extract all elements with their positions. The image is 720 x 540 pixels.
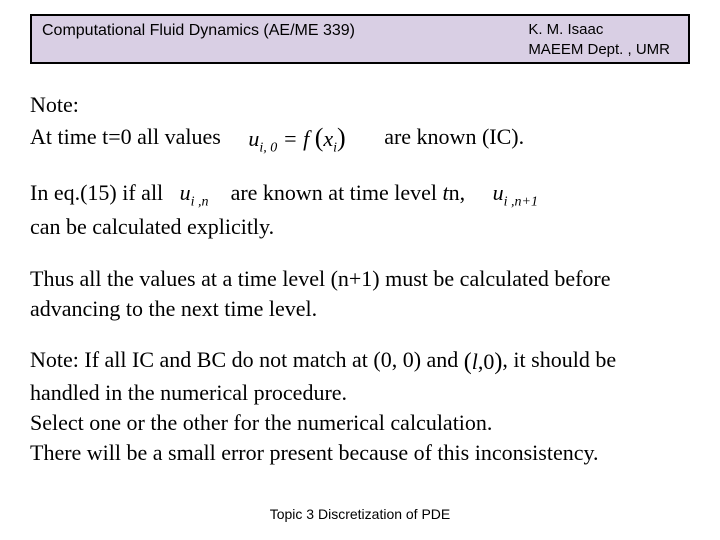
note-label: Note:: [30, 90, 690, 120]
header-course-title: Computational Fluid Dynamics (AE/ME 339): [42, 22, 355, 40]
line-note-ic-bc: Note: If all IC and BC do not match at (…: [30, 345, 690, 408]
line3-n: n,: [449, 180, 466, 205]
line-small-error: There will be a small error present beca…: [30, 438, 690, 468]
formula-uin-sub: i ,n: [191, 194, 209, 209]
line-thus-all-values: Thus all the values at a time level (n+1…: [30, 264, 690, 323]
line2-pre: At time t=0 all values: [30, 124, 221, 149]
formula-ic-u: u: [248, 126, 259, 151]
line-calc-explicitly: can be calculated explicitly.: [30, 212, 690, 242]
formula-uinp1: ui ,n+1: [493, 178, 538, 212]
formula-l0: (l,0): [464, 346, 503, 378]
formula-uinp1-u: u: [493, 180, 504, 205]
slide-content: Note: At time t=0 all values ui, 0 = f (…: [30, 90, 690, 468]
line6-pre: Note: If all IC and BC do not match at (…: [30, 347, 464, 372]
footer-topic: Topic 3 Discretization of PDE: [0, 506, 720, 522]
formula-ic-f: f: [303, 126, 309, 151]
formula-ic: ui, 0 = f (xi): [248, 120, 345, 158]
formula-ic-x: x: [323, 126, 333, 151]
header-author-name: K. M. Isaac: [528, 21, 603, 38]
line-in-eq15: In eq.(15) if all ui ,n are known at tim…: [30, 178, 690, 212]
formula-ic-close: ): [337, 123, 346, 152]
formula-uin: ui ,n: [180, 178, 209, 212]
formula-ic-eq: =: [283, 126, 303, 151]
line-at-time-t0: At time t=0 all values ui, 0 = f (xi) ar…: [30, 120, 690, 158]
line3-pre: In eq.(15) if all: [30, 180, 163, 205]
formula-uinp1-sub: i ,n+1: [504, 194, 538, 209]
formula-l0-open: (: [464, 349, 472, 375]
formula-uin-u: u: [180, 180, 191, 205]
line-select-one: Select one or the other for the numerica…: [30, 408, 690, 438]
formula-l0-zero: 0: [483, 349, 494, 374]
header-box: Computational Fluid Dynamics (AE/ME 339)…: [30, 14, 690, 64]
formula-ic-sub: i, 0: [259, 140, 277, 155]
line3-mid: are known at time level: [231, 180, 443, 205]
line2-post: are known (IC).: [384, 124, 524, 149]
header-author-dept: MAEEM Dept. , UMR: [528, 41, 670, 58]
header-author: K. M. Isaac MAEEM Dept. , UMR: [528, 20, 670, 59]
